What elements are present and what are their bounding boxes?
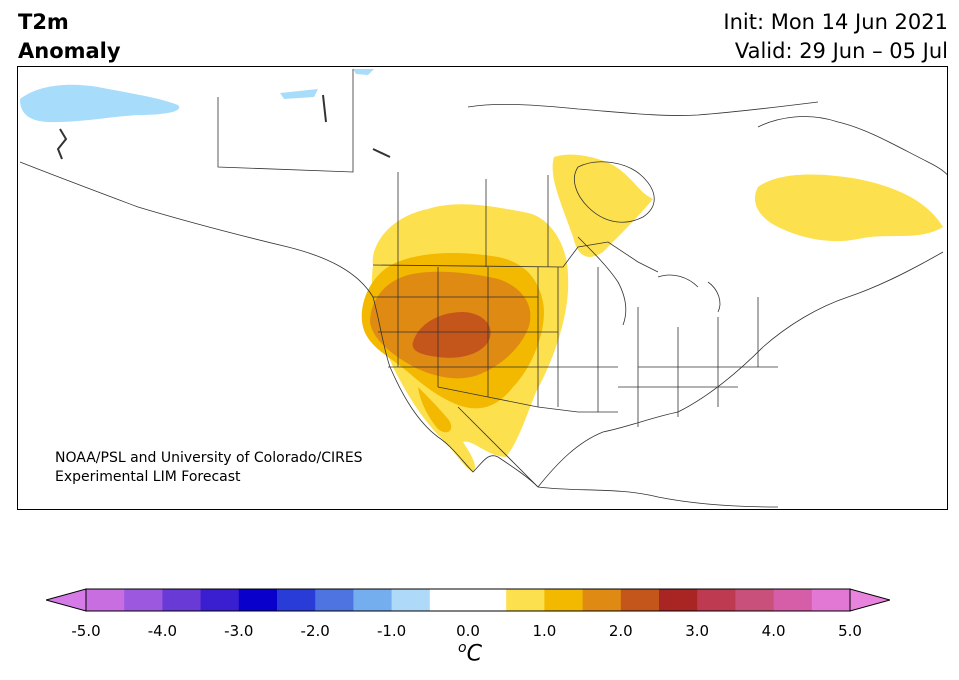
- map-coastline: [657, 274, 721, 313]
- colorbar-bin: [200, 589, 240, 611]
- title-line-variable: T2m: [18, 10, 69, 34]
- map-border: [217, 69, 354, 173]
- map-border: [397, 267, 539, 407]
- map-border: [557, 267, 759, 427]
- colorbar-bin: [353, 589, 393, 611]
- colorbar-over-arrow: [849, 588, 890, 612]
- colorbar-bin: [620, 589, 660, 611]
- colorbar: [46, 588, 890, 612]
- colorbar-outline: [85, 588, 851, 612]
- anomaly-contour-2.0: [412, 312, 491, 358]
- colorbar-bin: [277, 589, 316, 611]
- map-coastline: [19, 161, 779, 508]
- map-border: [437, 386, 618, 413]
- anomaly-contour-1.0: [418, 387, 452, 433]
- colorbar-bin: [468, 589, 507, 611]
- anomaly-contour-0.5: [552, 154, 653, 257]
- credit-line-product: Experimental LIM Forecast: [55, 469, 241, 485]
- colorbar-bin: [429, 589, 469, 611]
- map-border: [397, 172, 549, 267]
- map-coastline: [574, 161, 655, 223]
- colorbar-bin: [124, 589, 163, 611]
- colorbar-tick-label: 5.0: [838, 622, 862, 640]
- map-title: T2m Anomaly: [18, 8, 121, 66]
- colorbar-tick-label: -2.0: [300, 622, 330, 640]
- map-coastline: [537, 251, 944, 488]
- map-river: [322, 94, 391, 158]
- colorbar-tick-label: -4.0: [147, 622, 178, 640]
- map-border: [373, 296, 618, 368]
- colorbar-bin: [811, 589, 851, 611]
- colorbar-tick-label: 0.0: [456, 622, 480, 640]
- colorbar-bin: [162, 589, 202, 611]
- credit-text: NOAA/PSL and University of Colorado/CIRE…: [55, 449, 363, 487]
- colorbar-bin: [735, 589, 775, 611]
- map-ice-region: [353, 69, 374, 75]
- forecast-dates: Init: Mon 14 Jun 2021 Valid: 29 Jun – 05…: [723, 8, 948, 66]
- colorbar-bin: [506, 589, 545, 611]
- credit-line-org: NOAA/PSL and University of Colorado/CIRE…: [55, 450, 363, 466]
- map-ice-region: [20, 84, 180, 123]
- colorbar-tick-label: 3.0: [685, 622, 710, 640]
- colorbar-under-arrow: [46, 588, 87, 612]
- map-ice-region: [280, 89, 318, 99]
- colorbar-tick-label: -5.0: [71, 622, 101, 640]
- colorbar-bin: [659, 589, 698, 611]
- colorbar-unit: oC: [440, 640, 500, 666]
- map-coastline: [577, 236, 627, 326]
- anomaly-contour-0.5: [754, 174, 943, 242]
- init-date: Init: Mon 14 Jun 2021: [723, 10, 948, 34]
- colorbar-bin: [773, 589, 813, 611]
- colorbar-tick-label: 4.0: [761, 622, 786, 640]
- colorbar-tick-label: -3.0: [224, 622, 254, 640]
- map-coastline: [467, 101, 819, 116]
- colorbar-bin: [315, 589, 354, 611]
- map-panel: [17, 66, 948, 510]
- colorbar-bin: [391, 589, 431, 611]
- map-border: [457, 406, 539, 488]
- colorbar-tick-label: 1.0: [532, 622, 557, 640]
- anomaly-map: [19, 69, 947, 508]
- colorbar-bins: [86, 589, 851, 611]
- map-coastline: [757, 116, 947, 176]
- map-border: [618, 366, 778, 388]
- map-river: [56, 128, 68, 160]
- colorbar-bin: [86, 589, 125, 611]
- colorbar-tick-label: 2.0: [608, 622, 633, 640]
- unit-letter: C: [466, 641, 482, 667]
- colorbar-bin: [582, 589, 622, 611]
- colorbar-bin: [697, 589, 736, 611]
- valid-period: Valid: 29 Jun – 05 Jul: [734, 39, 948, 63]
- title-line-quantity: Anomaly: [18, 39, 121, 63]
- unit-superscript: o: [458, 640, 467, 656]
- colorbar-bin: [544, 589, 584, 611]
- colorbar-bin: [238, 589, 278, 611]
- colorbar-tick-label: -1.0: [376, 622, 407, 640]
- map-border: [372, 241, 659, 273]
